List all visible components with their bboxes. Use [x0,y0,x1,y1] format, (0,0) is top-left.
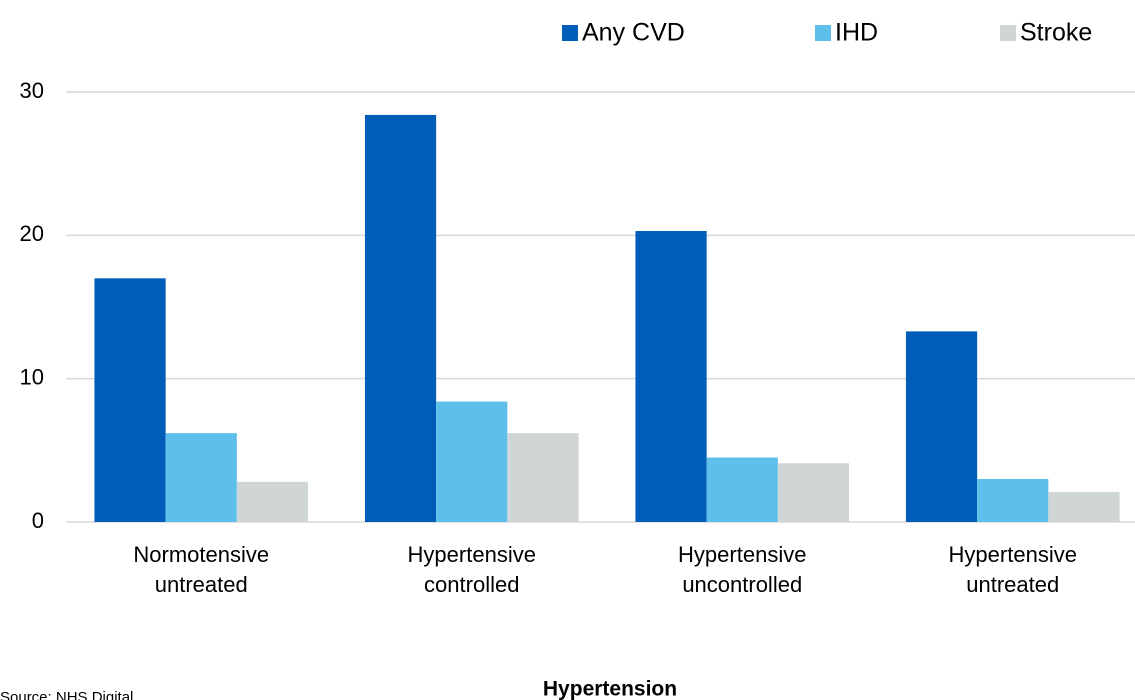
legend-label: IHD [835,19,878,47]
x-tick-label: Hypertensive controlled [408,542,536,597]
bar [635,231,707,523]
source-note: Source: NHS Digital [0,689,133,700]
legend-label: Any CVD [582,19,685,47]
bar [165,433,237,522]
bar [777,463,850,522]
x-tick-label: Normotensive untreated [133,542,269,597]
x-axis-title: Hypertension [543,678,677,700]
y-tick-label: 30 [20,78,44,103]
legend-swatch [815,25,831,41]
bar [977,479,1049,522]
bar [507,433,579,522]
x-tick-label: Hypertensive uncontrolled [678,542,806,597]
bar [94,278,166,522]
bar [364,114,437,522]
legend-label: Stroke [1020,19,1092,47]
bar [905,331,978,522]
x-tick-label: Hypertensive untreated [949,542,1077,597]
legend-swatch [1000,25,1016,41]
y-tick-label: 20 [20,221,44,246]
bar [1048,491,1120,522]
bar [436,401,508,522]
y-tick-label: 10 [20,364,44,389]
legend-swatch [562,25,578,41]
y-tick-label: 0 [32,508,44,533]
bar [706,457,778,522]
bar [236,481,309,522]
